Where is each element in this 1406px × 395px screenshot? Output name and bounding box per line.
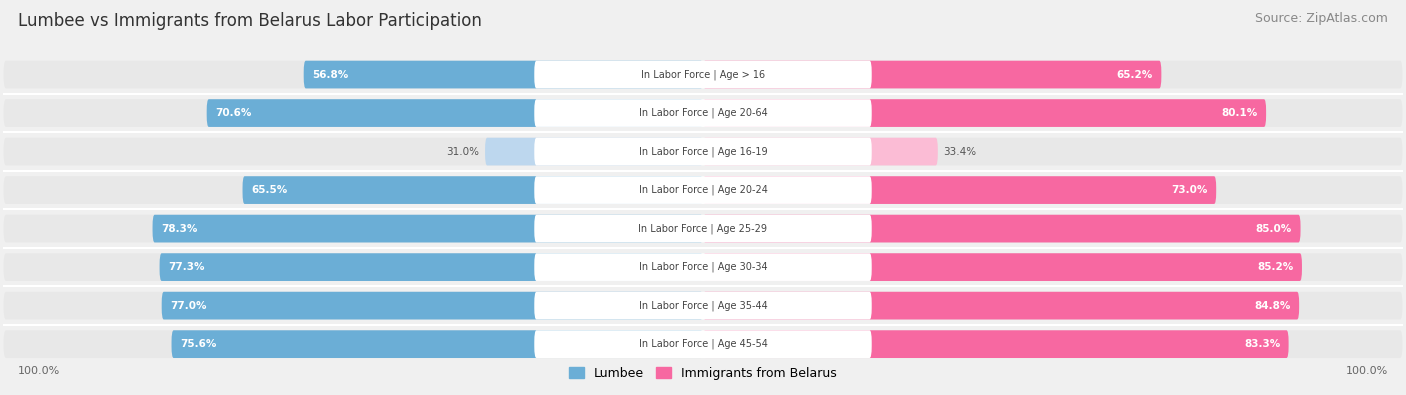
FancyBboxPatch shape (3, 253, 1403, 281)
Text: In Labor Force | Age 30-34: In Labor Force | Age 30-34 (638, 262, 768, 273)
FancyBboxPatch shape (304, 61, 703, 88)
Text: 100.0%: 100.0% (1346, 366, 1388, 376)
FancyBboxPatch shape (534, 61, 872, 88)
FancyBboxPatch shape (485, 138, 703, 166)
FancyBboxPatch shape (534, 292, 872, 320)
FancyBboxPatch shape (3, 99, 1403, 127)
Text: Source: ZipAtlas.com: Source: ZipAtlas.com (1254, 12, 1388, 25)
Text: 65.2%: 65.2% (1116, 70, 1153, 79)
FancyBboxPatch shape (243, 176, 703, 204)
FancyBboxPatch shape (3, 330, 1403, 358)
Text: 70.6%: 70.6% (215, 108, 252, 118)
Text: 84.8%: 84.8% (1254, 301, 1291, 310)
Text: In Labor Force | Age 16-19: In Labor Force | Age 16-19 (638, 146, 768, 157)
FancyBboxPatch shape (160, 253, 703, 281)
Text: 85.0%: 85.0% (1256, 224, 1292, 233)
Text: Lumbee vs Immigrants from Belarus Labor Participation: Lumbee vs Immigrants from Belarus Labor … (18, 12, 482, 30)
Text: 65.5%: 65.5% (252, 185, 287, 195)
Text: In Labor Force | Age 35-44: In Labor Force | Age 35-44 (638, 300, 768, 311)
Text: In Labor Force | Age > 16: In Labor Force | Age > 16 (641, 69, 765, 80)
FancyBboxPatch shape (3, 292, 1403, 320)
Text: In Labor Force | Age 20-24: In Labor Force | Age 20-24 (638, 185, 768, 196)
FancyBboxPatch shape (207, 99, 703, 127)
FancyBboxPatch shape (703, 330, 1289, 358)
FancyBboxPatch shape (3, 215, 1403, 243)
FancyBboxPatch shape (703, 253, 1302, 281)
Text: 78.3%: 78.3% (162, 224, 197, 233)
Text: In Labor Force | Age 45-54: In Labor Force | Age 45-54 (638, 339, 768, 350)
FancyBboxPatch shape (3, 138, 1403, 166)
FancyBboxPatch shape (703, 215, 1301, 243)
Text: 77.3%: 77.3% (169, 262, 204, 272)
FancyBboxPatch shape (534, 99, 872, 127)
FancyBboxPatch shape (3, 61, 1403, 88)
FancyBboxPatch shape (3, 176, 1403, 204)
FancyBboxPatch shape (703, 61, 1161, 88)
Text: 77.0%: 77.0% (170, 301, 207, 310)
FancyBboxPatch shape (534, 253, 872, 281)
FancyBboxPatch shape (534, 215, 872, 243)
Text: 31.0%: 31.0% (447, 147, 479, 156)
FancyBboxPatch shape (534, 330, 872, 358)
FancyBboxPatch shape (703, 292, 1299, 320)
Text: 75.6%: 75.6% (180, 339, 217, 349)
FancyBboxPatch shape (153, 215, 703, 243)
FancyBboxPatch shape (703, 176, 1216, 204)
Legend: Lumbee, Immigrants from Belarus: Lumbee, Immigrants from Belarus (564, 362, 842, 385)
FancyBboxPatch shape (172, 330, 703, 358)
FancyBboxPatch shape (703, 138, 938, 166)
FancyBboxPatch shape (162, 292, 703, 320)
FancyBboxPatch shape (534, 176, 872, 204)
FancyBboxPatch shape (534, 138, 872, 166)
Text: 73.0%: 73.0% (1171, 185, 1208, 195)
Text: In Labor Force | Age 20-64: In Labor Force | Age 20-64 (638, 108, 768, 118)
Text: 33.4%: 33.4% (943, 147, 977, 156)
Text: 83.3%: 83.3% (1244, 339, 1281, 349)
FancyBboxPatch shape (703, 99, 1267, 127)
Text: 100.0%: 100.0% (18, 366, 60, 376)
Text: In Labor Force | Age 25-29: In Labor Force | Age 25-29 (638, 223, 768, 234)
Text: 85.2%: 85.2% (1257, 262, 1294, 272)
Text: 56.8%: 56.8% (312, 70, 349, 79)
Text: 80.1%: 80.1% (1222, 108, 1258, 118)
